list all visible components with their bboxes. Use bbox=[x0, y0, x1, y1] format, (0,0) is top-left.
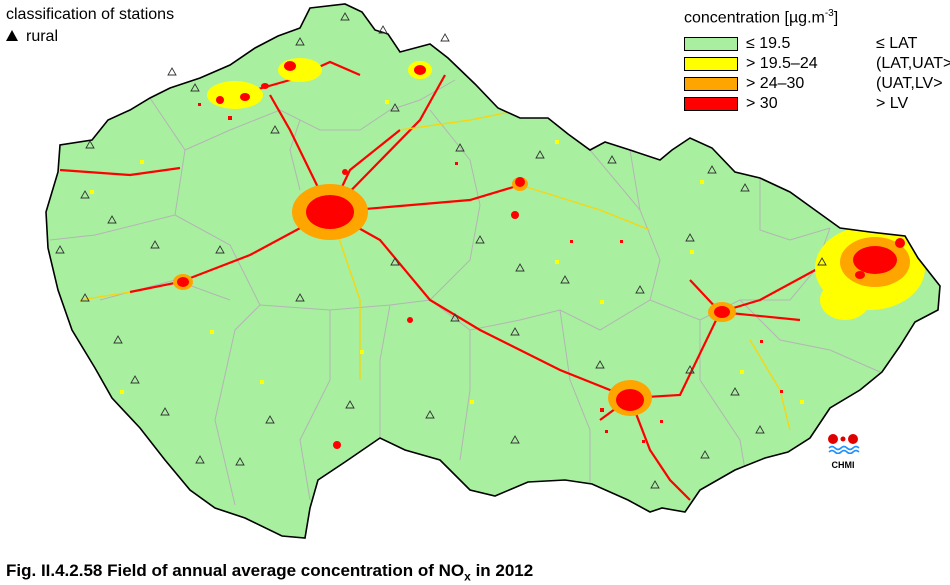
rural-station-icon bbox=[635, 285, 645, 294]
rural-station-icon bbox=[685, 233, 695, 242]
legend-row: > 24–30 (UAT,LV> bbox=[684, 74, 950, 94]
legend-title-close: ] bbox=[833, 9, 839, 27]
hotspots bbox=[177, 61, 905, 449]
legend-row: > 19.5–24 (LAT,UAT> bbox=[684, 54, 950, 74]
rural-station-icon bbox=[730, 387, 740, 396]
rural-station-icon bbox=[510, 327, 520, 336]
legend-swatch bbox=[684, 57, 738, 72]
rural-station-icon bbox=[378, 25, 388, 34]
legend-range: > 30 bbox=[746, 95, 778, 113]
legend-swatch bbox=[684, 37, 738, 52]
figure-caption: Fig. II.4.2.58 Field of annual average c… bbox=[6, 561, 533, 583]
rural-station-icon bbox=[235, 457, 245, 466]
legend-row: ≤ 19.5 ≤ LAT bbox=[684, 34, 950, 54]
rural-station-icon bbox=[755, 425, 765, 434]
legend-row: > 30 > LV bbox=[684, 94, 950, 114]
scattered-yellow-cells bbox=[90, 100, 804, 404]
legend-title-exponent: -3 bbox=[824, 8, 834, 19]
rural-station-icon bbox=[85, 140, 95, 149]
legend-class-label: > LV bbox=[876, 95, 909, 113]
rural-station-icon bbox=[80, 293, 90, 302]
rural-station-icon bbox=[107, 215, 117, 224]
rural-station-icon bbox=[455, 143, 465, 152]
legend-class-label: (UAT,LV> bbox=[876, 75, 943, 93]
rural-station-icon bbox=[215, 245, 225, 254]
rural-station-icon bbox=[515, 263, 525, 272]
rural-stations bbox=[55, 12, 827, 489]
rural-station-icon bbox=[160, 407, 170, 416]
rural-station-icon bbox=[390, 257, 400, 266]
rural-station-icon bbox=[425, 410, 435, 419]
rural-station-icon bbox=[595, 360, 605, 369]
rural-station-icon bbox=[685, 365, 695, 374]
chmi-logo-text: CHMI bbox=[831, 460, 855, 470]
legend-swatch bbox=[684, 77, 738, 92]
stations-legend-title: classification of stations bbox=[6, 6, 175, 23]
rural-station-icon bbox=[130, 375, 140, 384]
rural-station-icon bbox=[80, 190, 90, 199]
rural-station-icon bbox=[700, 450, 710, 459]
chmi-logo-mark bbox=[828, 434, 860, 455]
rural-station-icon bbox=[167, 67, 177, 76]
rural-station-icon bbox=[55, 245, 65, 254]
rural-station-icon bbox=[345, 400, 355, 409]
rural-station-icon bbox=[270, 125, 280, 134]
chmi-logo: CHMI bbox=[826, 432, 860, 470]
stations-legend-item: rural bbox=[6, 28, 58, 46]
rural-station-icon bbox=[707, 165, 717, 174]
concentration-field bbox=[49, 58, 925, 506]
rural-station-icon bbox=[450, 313, 460, 322]
concentration-legend: concentration [µg.m-3] ≤ 19.5 ≤ LAT > 19… bbox=[684, 8, 950, 114]
rural-station-icon bbox=[150, 240, 160, 249]
legend-swatch bbox=[684, 97, 738, 112]
rural-triangle-icon bbox=[6, 30, 18, 41]
rural-station-icon bbox=[195, 455, 205, 464]
rural-station-icon bbox=[475, 235, 485, 244]
legend-range: ≤ 19.5 bbox=[746, 35, 791, 53]
caption-subscript: x bbox=[464, 569, 471, 584]
rural-station-icon bbox=[190, 83, 200, 92]
rural-station-icon bbox=[295, 37, 305, 46]
rural-station-icon bbox=[340, 12, 350, 21]
rural-station-icon bbox=[510, 435, 520, 444]
stations-legend-label: rural bbox=[26, 28, 59, 45]
rural-station-icon bbox=[817, 257, 827, 266]
rural-station-icon bbox=[390, 103, 400, 112]
rural-station-icon bbox=[535, 150, 545, 159]
caption-suffix: in 2012 bbox=[470, 561, 534, 580]
rural-station-icon bbox=[607, 155, 617, 164]
rural-station-icon bbox=[265, 415, 275, 424]
rural-station-icon bbox=[113, 335, 123, 344]
legend-title-text: concentration [µg.m bbox=[684, 9, 825, 27]
rural-station-icon bbox=[740, 183, 750, 192]
rural-station-icon bbox=[560, 275, 570, 284]
legend-range: > 24–30 bbox=[746, 75, 805, 93]
legend-title: concentration [µg.m-3] bbox=[684, 8, 950, 27]
rural-station-icon bbox=[650, 480, 660, 489]
legend-class-label: ≤ LAT bbox=[876, 35, 918, 53]
legend-class-label: (LAT,UAT> bbox=[876, 55, 950, 73]
caption-prefix: Fig. II.4.2.58 Field of annual average c… bbox=[6, 561, 465, 580]
legend-range: > 19.5–24 bbox=[746, 55, 818, 73]
rural-station-icon bbox=[295, 293, 305, 302]
rural-station-icon bbox=[440, 33, 450, 42]
